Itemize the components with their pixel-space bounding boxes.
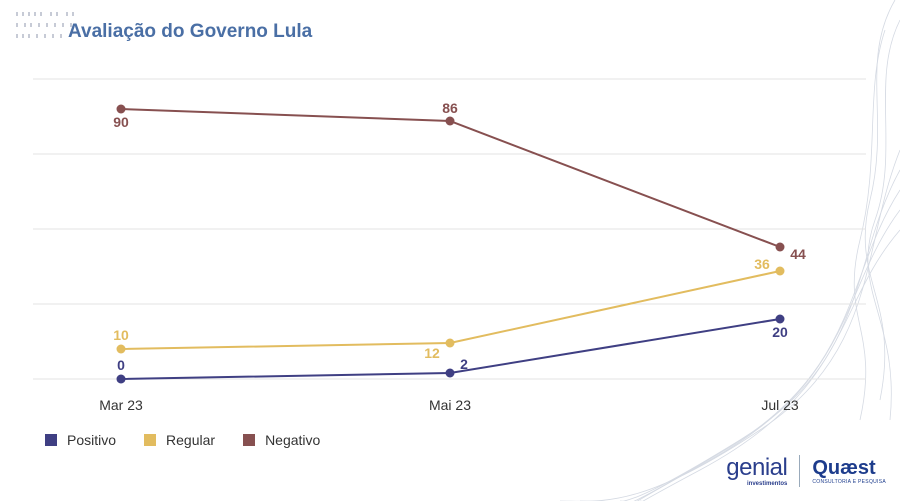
series-line-regular [120, 270, 781, 350]
data-point-positivo [775, 314, 785, 324]
legend: Positivo Regular Negativo [45, 432, 320, 448]
data-point-negativo [445, 116, 455, 126]
legend-item-positivo: Positivo [45, 432, 116, 448]
x-tick-label: Mai 23 [429, 397, 471, 413]
decorative-dots [16, 12, 74, 38]
legend-swatch-negativo [243, 434, 256, 446]
x-tick-label: Jul 23 [761, 397, 799, 413]
data-label-positivo: 0 [117, 357, 125, 373]
legend-label: Regular [166, 432, 216, 448]
footer-logos: genial investimentos Quæst CONSULTORIA E… [726, 455, 886, 487]
legend-swatch-regular [144, 434, 157, 446]
data-point-positivo [116, 374, 126, 384]
genial-logo-subtext: investimentos [746, 480, 788, 487]
quaest-logo-subtext: CONSULTORIA E PESQUISA [812, 478, 886, 485]
data-point-regular [445, 338, 455, 348]
legend-label: Negativo [265, 432, 321, 448]
data-point-regular [775, 266, 785, 276]
data-label-negativo: 86 [442, 100, 458, 116]
genial-logo-text: genial [726, 453, 788, 481]
data-label-regular: 12 [424, 345, 440, 361]
legend-item-regular: Regular [144, 432, 215, 448]
data-point-positivo [445, 368, 455, 378]
data-label-positivo: 2 [460, 356, 468, 372]
quaest-logo-text: Quæst [812, 456, 876, 479]
legend-item-negativo: Negativo [243, 432, 320, 448]
legend-swatch-positivo [45, 434, 57, 446]
x-tick-label: Mar 23 [99, 397, 143, 413]
chart-title: Avaliação do Governo Lula [68, 21, 313, 42]
data-point-negativo [116, 104, 126, 114]
data-label-regular: 10 [113, 327, 129, 343]
data-label-regular: 36 [754, 256, 770, 272]
data-point-regular [116, 344, 126, 354]
logo-divider [799, 455, 801, 487]
genial-logo: genial investimentos [726, 453, 788, 487]
series-line-negativo [120, 108, 781, 248]
legend-label: Positivo [67, 432, 117, 448]
data-label-positivo: 20 [772, 324, 788, 340]
data-label-negativo: 44 [790, 246, 806, 262]
data-label-negativo: 90 [113, 114, 129, 130]
data-point-negativo [775, 242, 785, 252]
quaest-logo: Quæst CONSULTORIA E PESQUISA [812, 458, 886, 485]
